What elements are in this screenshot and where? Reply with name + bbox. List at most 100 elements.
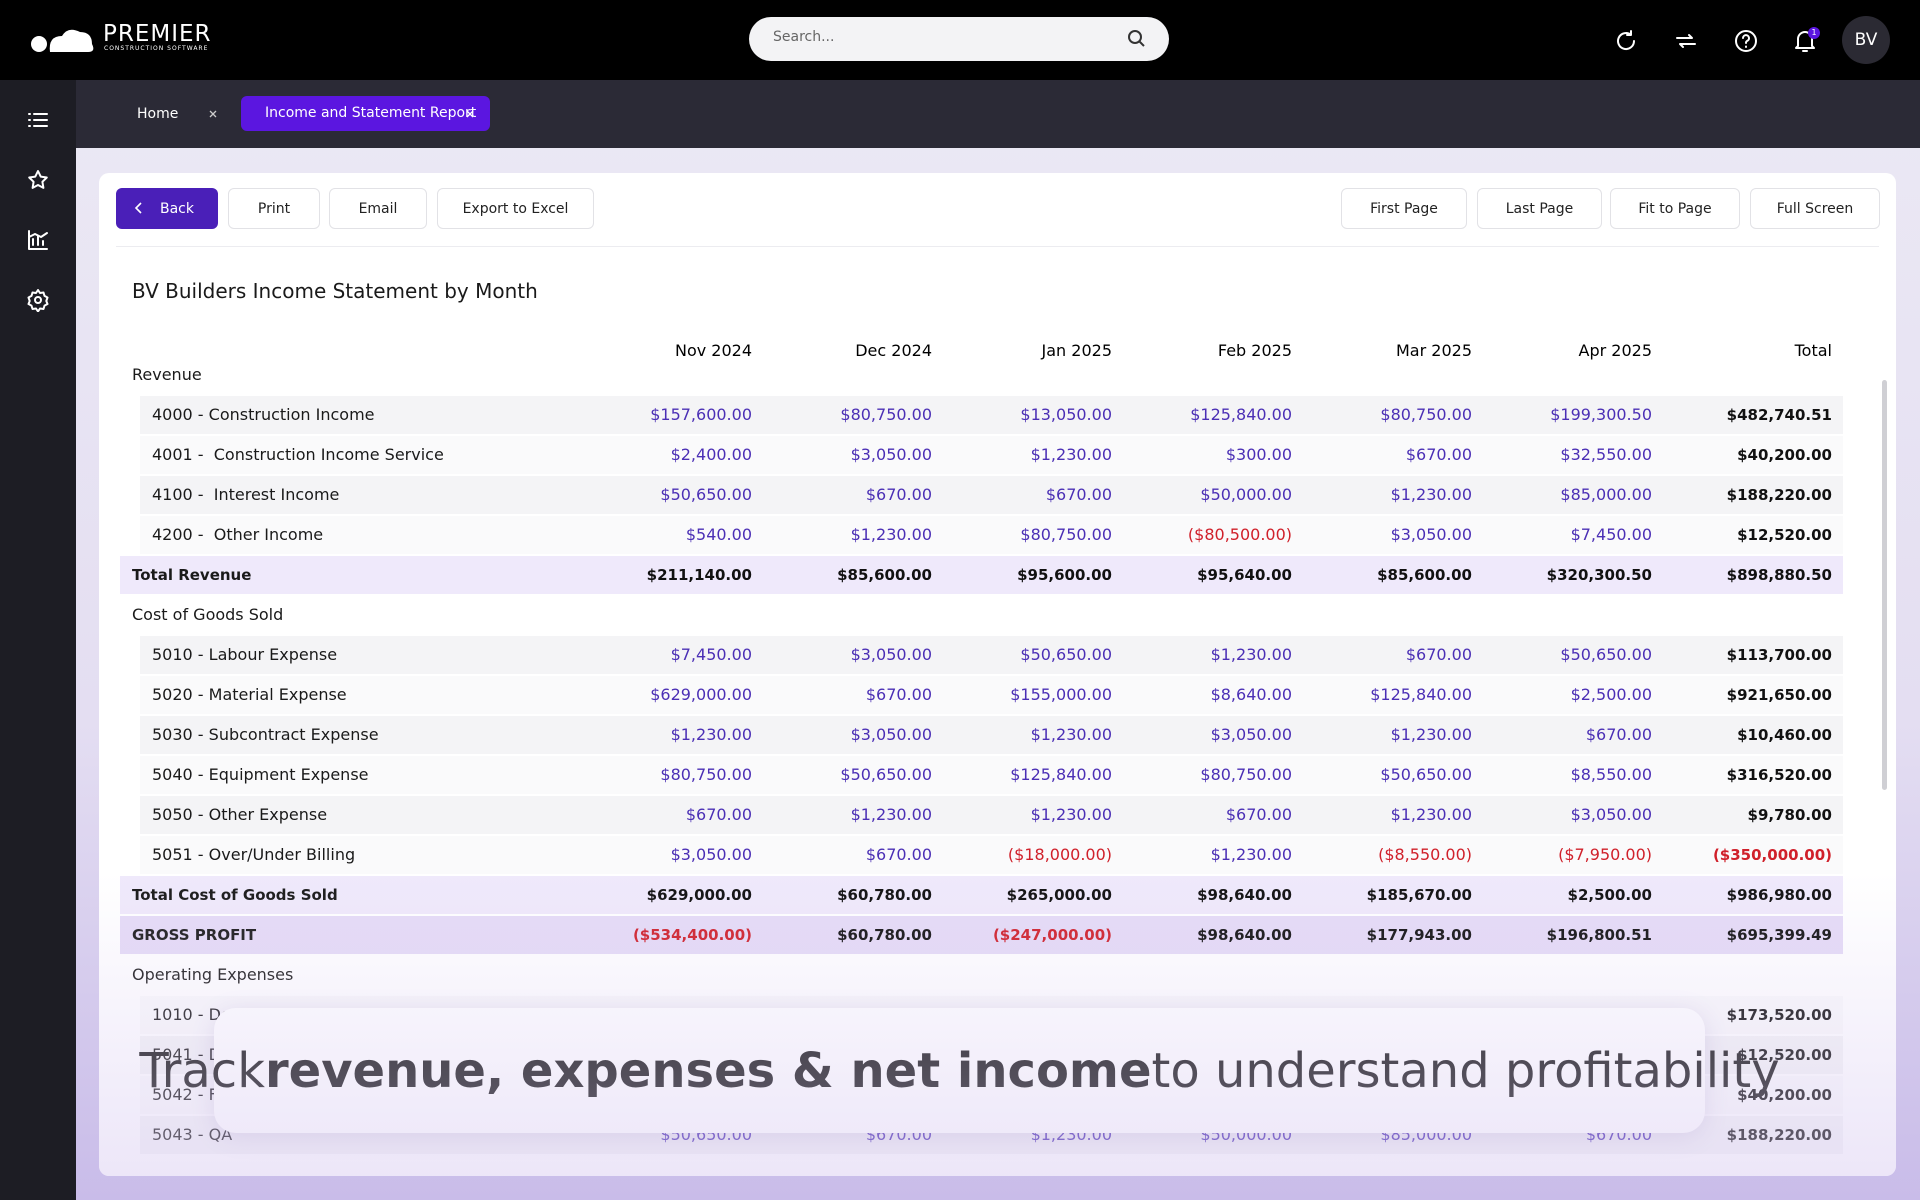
cell-value: $1,230.00: [850, 525, 932, 544]
tab-close[interactable]: [208, 109, 218, 119]
cell-value: $670.00: [685, 805, 752, 824]
caption-text: to understand profitability: [1151, 1042, 1780, 1099]
cell-value: $50,650.00: [660, 485, 752, 504]
toolbar-button[interactable]: Fit to Page: [1610, 188, 1740, 229]
toolbar-button[interactable]: Back: [116, 188, 218, 229]
cell-value: $80,750.00: [1020, 525, 1112, 544]
cell-value: $320,300.50: [1546, 566, 1652, 584]
cell-value: $670.00: [865, 845, 932, 864]
column-header: Nov 2024: [674, 341, 752, 360]
cell-value: $40,200.00: [1737, 1086, 1832, 1104]
cell-value: ($8,550.00): [1378, 845, 1472, 864]
cell-value: $12,520.00: [1737, 1046, 1832, 1064]
row-label: 4000 - Construction Income: [152, 405, 375, 424]
cell-value: $1,230.00: [1030, 725, 1112, 744]
row-background: [140, 636, 1843, 674]
row-background: [120, 916, 1843, 954]
toolbar-button[interactable]: Full Screen: [1750, 188, 1880, 229]
cell-value: ($534,400.00): [632, 926, 752, 944]
row-background: [140, 476, 1843, 514]
cell-value: $3,050.00: [850, 645, 932, 664]
caption-bold: revenue, expenses & net income: [265, 1042, 1152, 1099]
cell-value: $7,450.00: [1570, 525, 1652, 544]
cell-value: $540.00: [685, 525, 752, 544]
cell-value: $629,000.00: [650, 685, 752, 704]
cell-value: $98,640.00: [1197, 886, 1292, 904]
sync-icon[interactable]: [1673, 28, 1699, 54]
reports-icon[interactable]: [26, 228, 50, 252]
row-background: [140, 796, 1843, 834]
row-label: 4100 - Interest Income: [152, 485, 340, 504]
cell-value: $629,000.00: [646, 886, 752, 904]
cell-value: $95,640.00: [1197, 566, 1292, 584]
row-label: Revenue: [132, 365, 202, 384]
row-background: [120, 556, 1843, 594]
tab-label[interactable]: Income and Statement Report: [265, 105, 477, 121]
cell-value: $40,200.00: [1737, 446, 1832, 464]
column-header: Feb 2025: [1217, 341, 1292, 360]
cell-value: $1,230.00: [1210, 845, 1292, 864]
caption-text: Track: [139, 1042, 265, 1099]
refresh-icon[interactable]: [1613, 28, 1639, 54]
report-title: BV Builders Income Statement by Month: [132, 279, 538, 303]
brand-tagline: CONSTRUCTION SOFTWARE: [104, 45, 209, 52]
help-icon[interactable]: [1733, 28, 1759, 54]
row-background: [140, 516, 1843, 554]
cell-value: $1,230.00: [1390, 725, 1472, 744]
cell-value: $8,640.00: [1210, 685, 1292, 704]
favorites-icon[interactable]: [26, 168, 50, 192]
search-placeholder: Search...: [773, 29, 835, 45]
column-header: Apr 2025: [1578, 341, 1652, 360]
cell-value: $1,230.00: [1030, 805, 1112, 824]
menu-icon[interactable]: [26, 108, 50, 132]
cell-value: $670.00: [1405, 445, 1472, 464]
cell-value: $173,520.00: [1726, 1006, 1832, 1024]
cell-value: $85,000.00: [1560, 485, 1652, 504]
cell-value: $125,840.00: [1010, 765, 1112, 784]
settings-icon[interactable]: [26, 288, 50, 312]
cell-value: $316,520.00: [1726, 766, 1832, 784]
cell-value: $1,230.00: [1390, 805, 1472, 824]
row-background: [140, 716, 1843, 754]
cell-value: $32,550.00: [1560, 445, 1652, 464]
column-header: Mar 2025: [1396, 341, 1472, 360]
cell-value: ($80,500.00): [1187, 525, 1292, 544]
toolbar-button[interactable]: Export to Excel: [437, 188, 594, 229]
cell-value: $199,300.50: [1550, 405, 1652, 424]
toolbar-button[interactable]: Email: [329, 188, 427, 229]
cell-value: $80,750.00: [1380, 405, 1472, 424]
cell-value: $1,230.00: [850, 805, 932, 824]
toolbar-button[interactable]: Last Page: [1477, 188, 1602, 229]
cell-value: $80,750.00: [840, 405, 932, 424]
logo-icon: [31, 29, 94, 52]
active-tab[interactable]: Income and Statement Report: [241, 96, 490, 131]
avatar[interactable]: BV: [1842, 16, 1890, 64]
cell-value: $50,650.00: [1380, 765, 1472, 784]
cell-value: $8,550.00: [1570, 765, 1652, 784]
row-label: 5030 - Subcontract Expense: [152, 725, 379, 744]
cell-value: $12,520.00: [1737, 526, 1832, 544]
row-background: [140, 756, 1843, 794]
cell-value: $670.00: [1585, 725, 1652, 744]
cell-value: $3,050.00: [1210, 725, 1292, 744]
column-header: Total: [1794, 341, 1832, 360]
toolbar-button[interactable]: First Page: [1341, 188, 1467, 229]
cell-value: $10,460.00: [1737, 726, 1832, 744]
cell-value: $60,780.00: [837, 886, 932, 904]
cell-value: $1,230.00: [1210, 645, 1292, 664]
row-label: 4200 - Other Income: [152, 525, 324, 544]
tab-close[interactable]: [465, 109, 475, 119]
cell-value: $196,800.51: [1546, 926, 1652, 944]
tab-label[interactable]: Home: [137, 106, 179, 122]
search-box[interactable]: Search...: [749, 17, 1169, 61]
row-label: Total Cost of Goods Sold: [132, 886, 338, 904]
row-label: 5010 - Labour Expense: [152, 645, 338, 664]
cell-value: $188,220.00: [1726, 1126, 1832, 1144]
toolbar-button[interactable]: Print: [228, 188, 320, 229]
cell-value: $155,000.00: [1010, 685, 1112, 704]
scrollbar[interactable]: [1882, 380, 1887, 790]
cell-value: $211,140.00: [646, 566, 752, 584]
cell-value: $1,230.00: [1390, 485, 1472, 504]
cell-value: $3,050.00: [1570, 805, 1652, 824]
